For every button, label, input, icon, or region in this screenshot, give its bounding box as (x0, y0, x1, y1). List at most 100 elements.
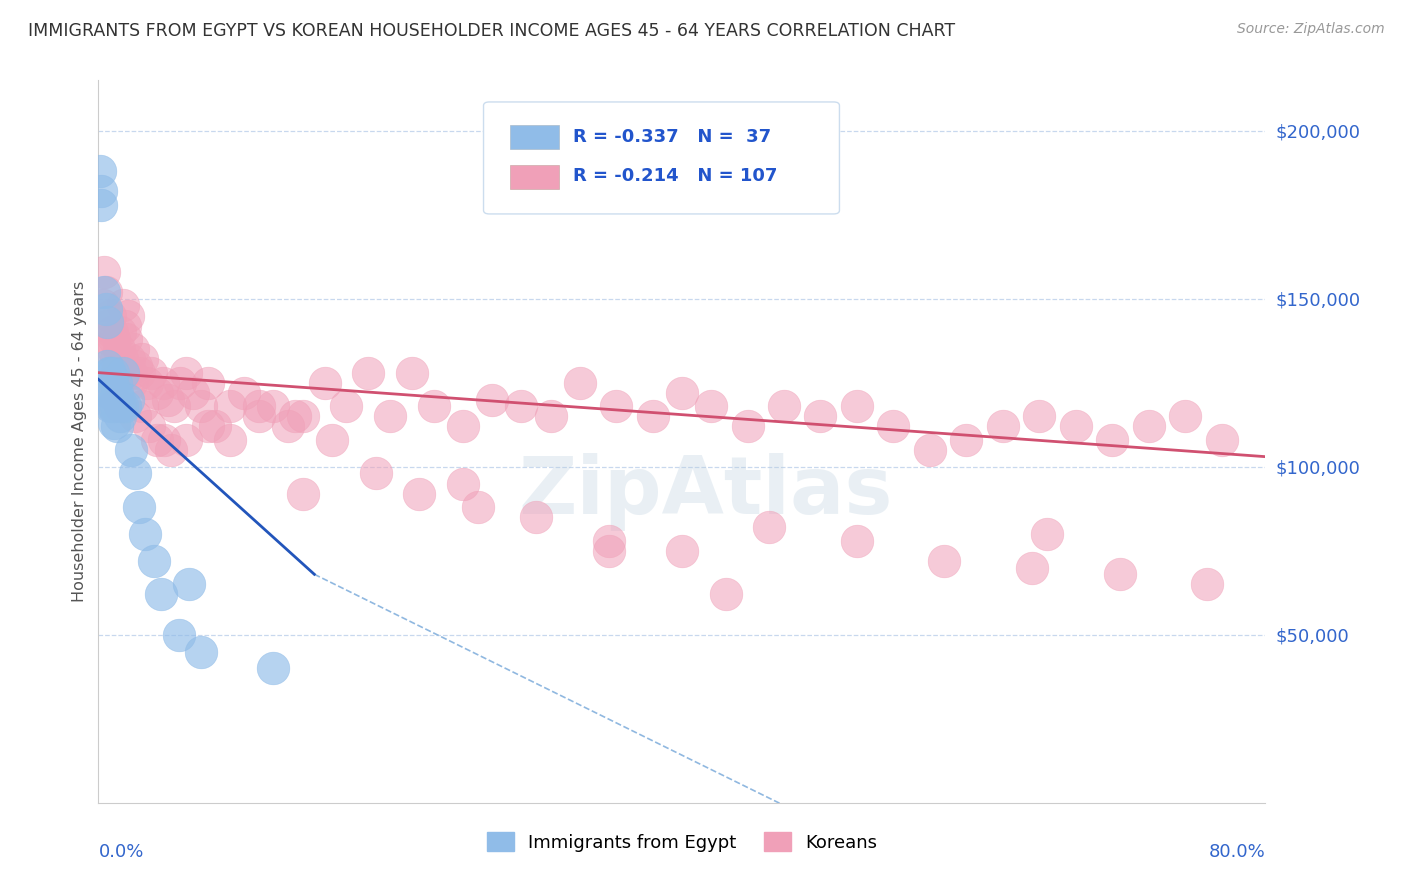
Point (1101, 433, 1123, 447)
Text: Source: ZipAtlas.com: Source: ZipAtlas.com (1237, 22, 1385, 37)
Point (1195, 577, 1218, 591)
Point (122, 342, 145, 356)
Point (117, 309, 139, 323)
Point (401, 366, 423, 380)
Point (204, 419, 226, 434)
Point (124, 467, 146, 481)
Point (110, 409, 132, 424)
Point (105, 366, 128, 380)
Point (451, 419, 474, 434)
Point (93, 265, 115, 279)
Point (1035, 527, 1057, 541)
Y-axis label: Householder Income Ages 45 - 64 years: Householder Income Ages 45 - 64 years (72, 281, 87, 602)
Point (810, 409, 832, 424)
Point (96, 359, 118, 373)
Point (120, 442, 142, 457)
Point (128, 500, 150, 514)
Point (104, 376, 127, 390)
Point (135, 376, 157, 390)
Point (190, 399, 212, 413)
Point (101, 385, 124, 400)
Point (124, 409, 146, 424)
Point (882, 419, 904, 434)
Point (93, 285, 115, 299)
Point (247, 409, 270, 424)
Point (167, 628, 190, 642)
Point (101, 366, 124, 380)
Point (174, 366, 197, 380)
Point (110, 326, 132, 340)
Point (262, 661, 284, 675)
Point (97, 332, 120, 346)
Point (104, 352, 127, 367)
Point (277, 419, 299, 434)
Point (103, 332, 125, 346)
Point (671, 385, 693, 400)
Point (152, 376, 174, 390)
Point (108, 392, 131, 407)
Point (671, 543, 693, 558)
Point (314, 376, 336, 390)
Point (94, 285, 117, 299)
Point (138, 419, 160, 434)
Text: R = -0.337   N =  37: R = -0.337 N = 37 (574, 128, 772, 145)
Point (1108, 567, 1130, 582)
Point (105, 385, 128, 400)
Point (160, 442, 183, 457)
Point (934, 554, 956, 568)
Point (105, 419, 128, 434)
Text: ZipAtlas: ZipAtlas (517, 453, 893, 531)
Point (110, 399, 132, 413)
Point (120, 376, 142, 390)
Point (197, 376, 219, 390)
Point (169, 376, 191, 390)
Point (758, 520, 780, 534)
Point (451, 476, 474, 491)
Point (98, 385, 121, 400)
Point (510, 399, 533, 413)
Point (101, 342, 124, 356)
Point (218, 399, 240, 413)
Point (181, 385, 204, 400)
Point (157, 392, 180, 407)
Point (284, 409, 307, 424)
Point (737, 419, 759, 434)
Point (846, 399, 869, 413)
Point (321, 433, 343, 447)
Point (134, 527, 156, 541)
Point (97, 366, 120, 380)
Point (408, 486, 430, 500)
Point (150, 587, 173, 601)
Point (1021, 560, 1043, 574)
Point (125, 359, 148, 373)
Point (291, 409, 314, 424)
Point (108, 342, 131, 356)
Point (190, 644, 212, 658)
Point (100, 399, 122, 413)
Text: 0.0%: 0.0% (98, 843, 143, 861)
Point (357, 366, 380, 380)
FancyBboxPatch shape (510, 125, 560, 149)
Point (94, 342, 117, 356)
Point (142, 554, 165, 568)
Point (114, 318, 136, 333)
Point (111, 352, 134, 367)
Point (423, 399, 446, 413)
Point (1028, 409, 1050, 424)
Point (98, 309, 121, 323)
Legend: Immigrants from Egypt, Koreans: Immigrants from Egypt, Koreans (479, 825, 884, 859)
Point (96, 315, 118, 329)
Point (364, 467, 387, 481)
Point (100, 326, 122, 340)
FancyBboxPatch shape (484, 102, 839, 214)
Point (1174, 409, 1197, 424)
Point (91, 298, 114, 312)
Point (481, 392, 503, 407)
Point (111, 399, 134, 413)
Point (641, 409, 664, 424)
Point (90, 197, 112, 211)
Point (97, 385, 120, 400)
Point (335, 399, 357, 413)
Point (120, 366, 142, 380)
Point (131, 352, 153, 367)
